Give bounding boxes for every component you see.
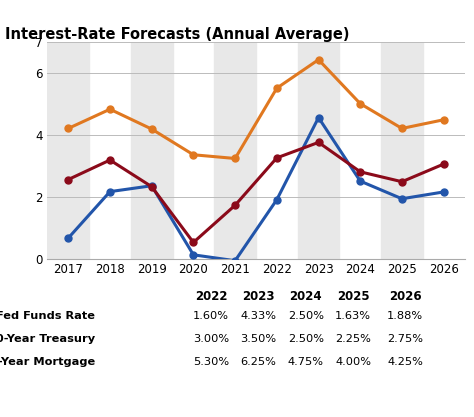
Text: 2025: 2025	[337, 290, 369, 303]
Text: 4.75%: 4.75%	[288, 357, 324, 367]
Text: 1.60%: 1.60%	[193, 311, 229, 321]
Text: 3.00%: 3.00%	[193, 334, 229, 344]
Text: 2.75%: 2.75%	[387, 334, 423, 344]
Text: 3.50%: 3.50%	[240, 334, 276, 344]
Text: Interest-Rate Forecasts (Annual Average): Interest-Rate Forecasts (Annual Average)	[5, 27, 349, 42]
Text: 2023: 2023	[242, 290, 274, 303]
Text: 5.30%: 5.30%	[193, 357, 229, 367]
Text: 30-Year Mortgage: 30-Year Mortgage	[0, 357, 95, 367]
Text: 2024: 2024	[290, 290, 322, 303]
Text: 2.50%: 2.50%	[288, 311, 324, 321]
Bar	[298, 42, 339, 259]
Text: Fed Funds Rate: Fed Funds Rate	[0, 311, 95, 321]
Bar	[381, 42, 423, 259]
Text: 2.50%: 2.50%	[288, 334, 324, 344]
Text: 4.00%: 4.00%	[335, 357, 371, 367]
Text: 2022: 2022	[195, 290, 227, 303]
Text: 6.25%: 6.25%	[240, 357, 276, 367]
Text: 1.88%: 1.88%	[387, 311, 423, 321]
Bar	[47, 42, 89, 259]
Text: 10-Year Treasury: 10-Year Treasury	[0, 334, 95, 344]
Text: 2.25%: 2.25%	[335, 334, 371, 344]
Bar	[131, 42, 173, 259]
Bar	[214, 42, 256, 259]
Text: 4.33%: 4.33%	[240, 311, 276, 321]
Text: 1.63%: 1.63%	[335, 311, 371, 321]
Text: 2026: 2026	[389, 290, 421, 303]
Text: 4.25%: 4.25%	[387, 357, 423, 367]
